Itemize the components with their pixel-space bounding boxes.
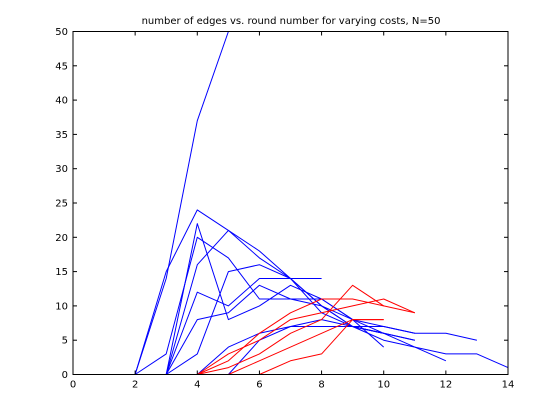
series-line-11 xyxy=(73,298,415,375)
y-tick-label: 20 xyxy=(55,233,68,244)
y-tick-label: 5 xyxy=(62,336,68,347)
y-tick-label: 30 xyxy=(55,164,68,175)
x-axis: 0 2 4 6 8 10 12 14 xyxy=(70,31,515,391)
x-tick-label: 8 xyxy=(318,380,324,391)
y-tick-label: 40 xyxy=(55,96,68,107)
x-tick-label: 10 xyxy=(377,380,390,391)
y-tick-label: 0 xyxy=(62,370,68,381)
y-tick-label: 35 xyxy=(55,130,68,141)
y-tick-label: 45 xyxy=(55,61,68,72)
series-line-12 xyxy=(73,298,416,375)
x-tick-label: 2 xyxy=(132,380,138,391)
x-tick-label: 6 xyxy=(256,380,262,391)
y-tick-label: 50 xyxy=(55,27,68,38)
y-tick-label: 25 xyxy=(55,199,68,210)
y-tick-label: 15 xyxy=(55,267,68,278)
x-tick-label: 4 xyxy=(194,380,200,391)
series-line-5 xyxy=(73,229,415,375)
y-tick-label: 10 xyxy=(55,301,68,312)
x-tick-label: 14 xyxy=(502,380,515,391)
series-line-8 xyxy=(73,264,447,375)
y-axis: 0 5 10 15 20 25 30 35 40 45 50 xyxy=(55,27,508,381)
axes-box xyxy=(72,31,509,375)
plot-series xyxy=(73,31,509,375)
x-tick-label: 12 xyxy=(439,380,452,391)
x-tick-label: 0 xyxy=(70,380,76,391)
series-line-6 xyxy=(73,278,322,375)
chart-title: number of edges vs. round number for var… xyxy=(142,16,441,27)
